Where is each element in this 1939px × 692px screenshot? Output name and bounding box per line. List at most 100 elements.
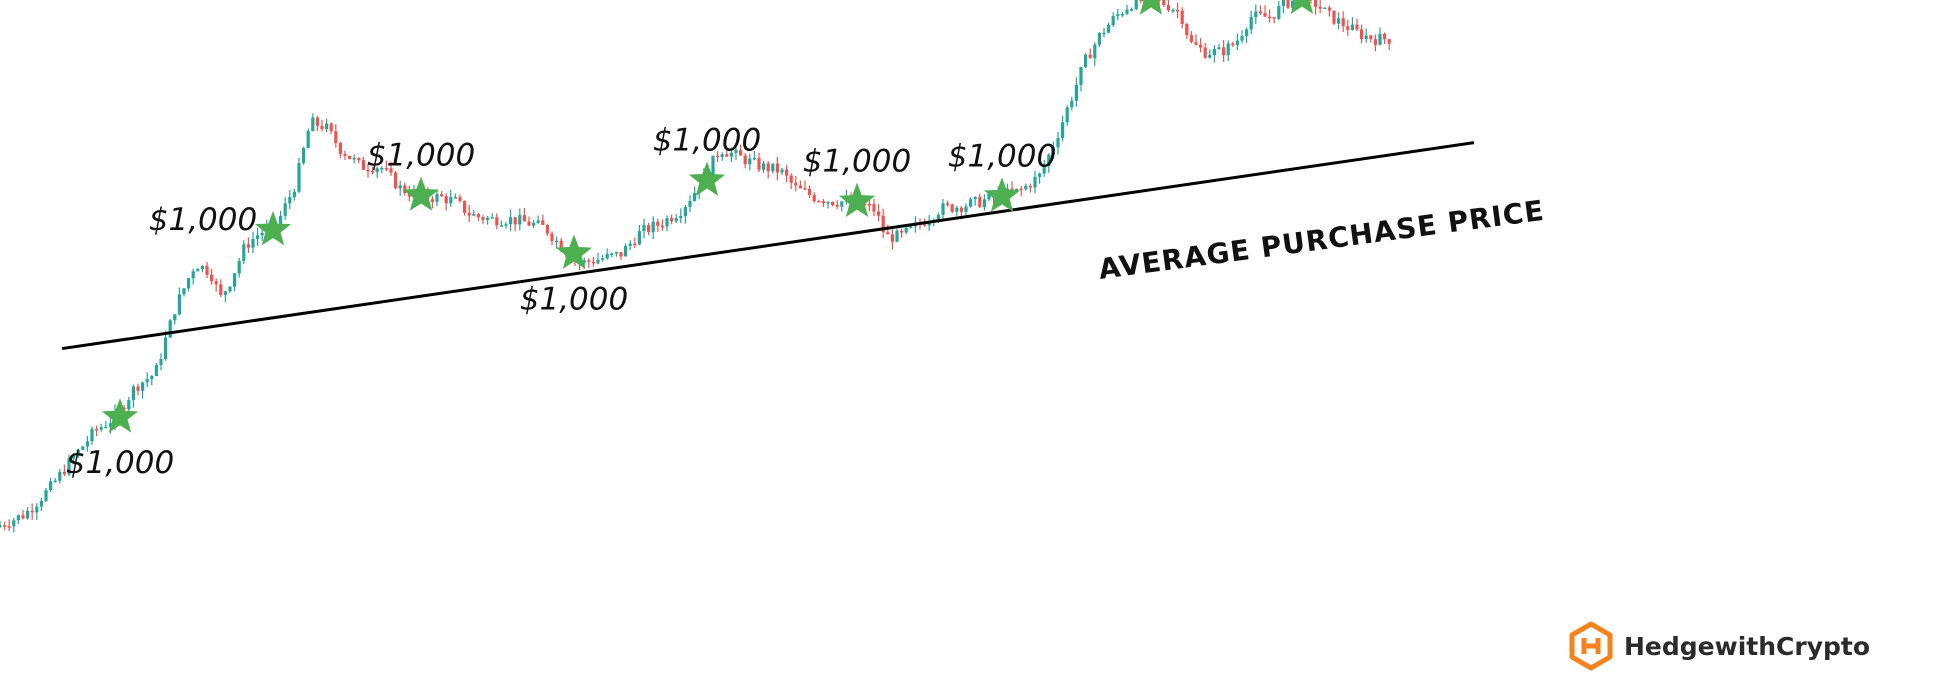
candle-body (1139, 0, 1143, 1)
candle-body (789, 175, 793, 183)
candle-body (711, 155, 715, 176)
candle-body (605, 253, 609, 259)
candle-body (1383, 33, 1387, 40)
candle-body (596, 259, 600, 264)
candle-body (495, 217, 499, 226)
candle-body (1102, 32, 1106, 35)
candle-body (1314, 0, 1318, 7)
candle-body (1249, 17, 1253, 30)
brand-logo: HedgewithCrypto (1568, 620, 1870, 672)
candle-body (766, 163, 770, 172)
candle-body (58, 471, 62, 481)
candle-body (1277, 6, 1281, 19)
candle-body (780, 169, 784, 173)
candle-body (1047, 154, 1051, 167)
candle-body (688, 200, 692, 207)
candle-body (941, 203, 945, 215)
candle-body (1033, 176, 1037, 188)
candle-body (90, 428, 94, 442)
candle-body (476, 214, 480, 218)
candle-body (670, 218, 674, 222)
candle-body (251, 238, 255, 248)
candle-body (1240, 36, 1244, 41)
candle-body (610, 253, 614, 255)
candle-body (375, 168, 379, 173)
candle-body (39, 500, 43, 507)
candle-body (486, 217, 490, 220)
hexagon-logo-icon (1569, 621, 1613, 671)
candle-body (808, 189, 812, 196)
candle-body (545, 225, 549, 234)
candle-body (1010, 188, 1014, 191)
purchase-amount-label: $1,000 (653, 122, 761, 158)
candle-body (1028, 185, 1032, 188)
candle-body (1051, 147, 1055, 155)
candle-body (1079, 67, 1083, 85)
candle-body (173, 314, 177, 321)
candle-body (210, 274, 214, 282)
candle-body (30, 510, 34, 513)
candle-body (541, 220, 545, 226)
candle-body (1245, 29, 1249, 37)
candle-body (1369, 35, 1373, 40)
purchase-markers (101, 0, 1314, 433)
candle-body (821, 201, 825, 204)
candle-body (771, 163, 775, 172)
candle-body (946, 203, 950, 205)
candle-body (513, 217, 517, 225)
candle-body (716, 155, 720, 158)
candle-body (85, 441, 89, 447)
candle-body (867, 204, 871, 206)
candle-body (430, 199, 434, 202)
candle-body (1286, 0, 1290, 8)
candle-body (978, 196, 982, 208)
candle-body (803, 188, 807, 190)
candle-body (762, 163, 766, 170)
candle-body (311, 117, 315, 132)
candle-body (1162, 0, 1166, 6)
candle-body (53, 480, 57, 483)
candle-body (619, 252, 623, 257)
candle-body (835, 204, 839, 207)
purchase-star-icon (555, 234, 593, 269)
candle-body (1019, 188, 1023, 191)
candle-body (246, 244, 250, 248)
candle-body (1378, 33, 1382, 45)
candle-body (518, 215, 522, 225)
candle-body (127, 400, 131, 410)
candle-body (591, 261, 595, 264)
candle-body (559, 240, 563, 252)
purchase-labels: $1,000 $1,000 $1,000 $1,000 $1,000 $1,000 $1,0… (66, 122, 1056, 481)
candle-body (647, 225, 651, 233)
candle-body (1116, 14, 1120, 17)
candle-body (504, 224, 508, 226)
candle-body (1327, 7, 1331, 11)
candle-body (683, 206, 687, 216)
purchase-star-icon (101, 398, 139, 433)
candle-body (1254, 11, 1258, 18)
candle-body (1042, 166, 1046, 174)
candle-body (256, 235, 260, 239)
candle-body (1231, 43, 1235, 46)
candle-body (145, 379, 149, 383)
candle-body (16, 515, 20, 521)
candle-body (1263, 13, 1267, 17)
candle-body (0, 525, 2, 528)
candle-body (628, 243, 632, 246)
candle-body (1065, 107, 1069, 123)
candle-body (1355, 24, 1359, 30)
candle-body (214, 281, 218, 285)
candle-body (1134, 0, 1138, 10)
candle-body (775, 163, 779, 173)
candle-body (550, 233, 554, 242)
candle-body (371, 170, 375, 173)
candle-body (660, 225, 664, 228)
candle-body (463, 200, 467, 213)
candle-body (973, 196, 977, 200)
candle-body (757, 157, 761, 170)
candle-body (389, 168, 393, 173)
purchase-amount-label: $1,000 (149, 202, 257, 238)
candle-body (1056, 138, 1060, 148)
purchase-star-icon (983, 177, 1021, 212)
candle-body (1332, 10, 1336, 24)
